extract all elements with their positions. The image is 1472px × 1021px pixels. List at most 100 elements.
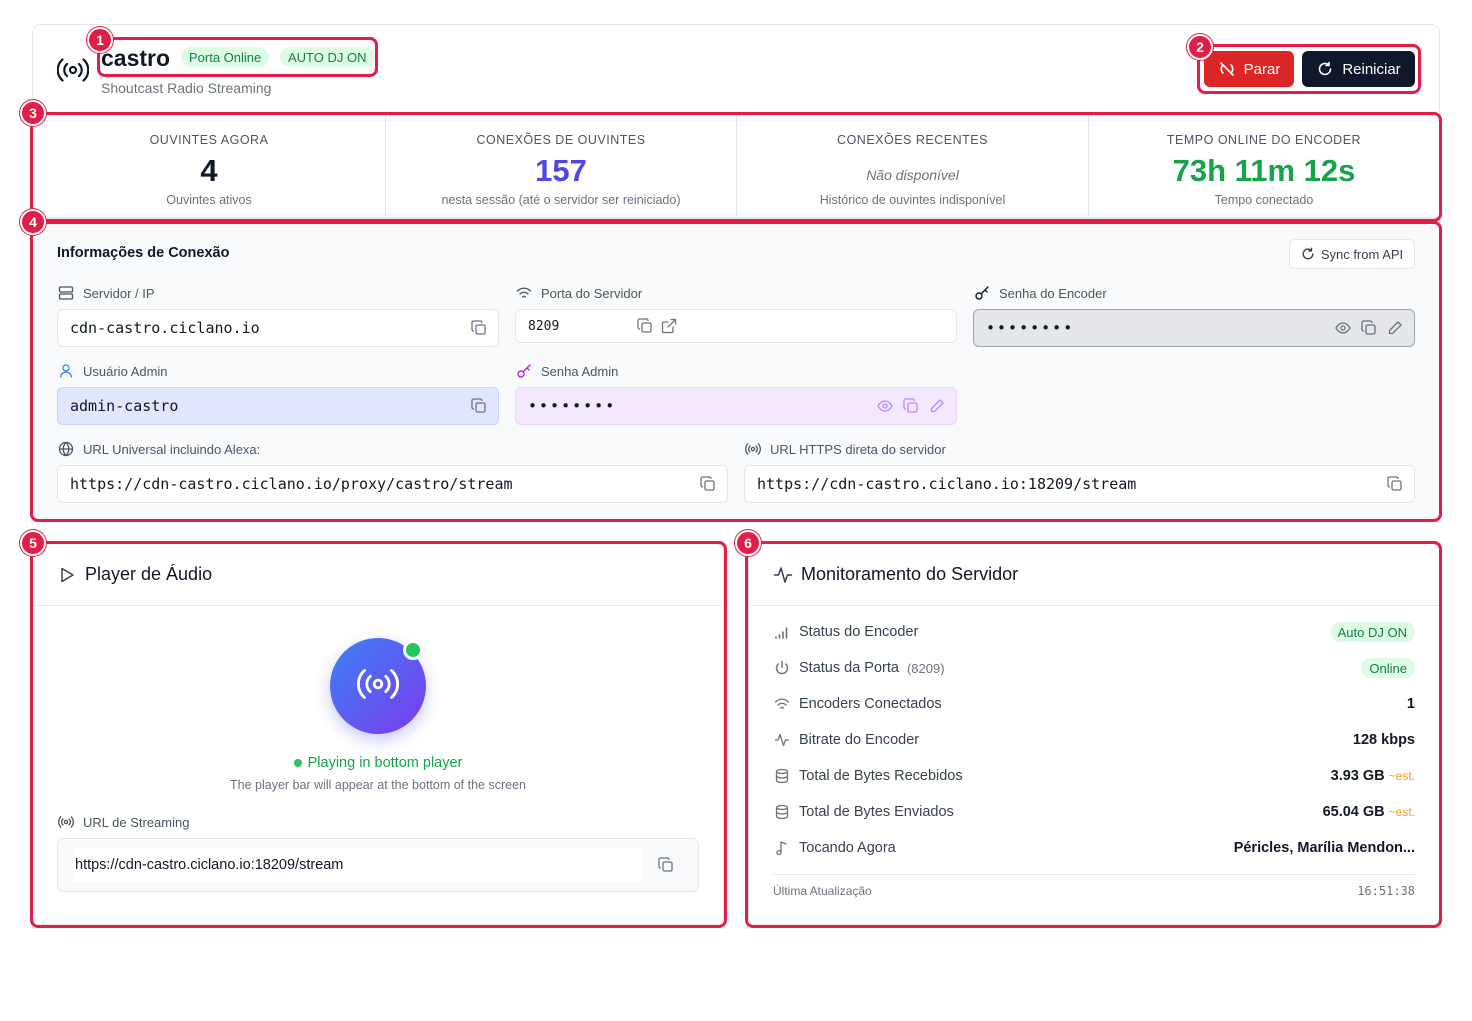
admin-user-label: Usuário Admin — [57, 362, 168, 380]
monitor-footer-divider — [773, 874, 1415, 875]
page-title: castro — [101, 45, 171, 71]
annotation-marker-1: 1 — [87, 27, 113, 53]
stats-row: OUVINTES AGORA 4 Ouvintes ativos CONEXÕE… — [32, 114, 1440, 219]
sync-label: Sync from API — [1320, 246, 1404, 262]
annotation-marker-4: 4 — [20, 209, 46, 235]
player-hint: The player bar will appear at the bottom… — [230, 778, 526, 792]
copy-icon[interactable] — [699, 475, 717, 493]
stream-url-input[interactable]: https://cdn-castro.ciclano.io:18209/stre… — [73, 848, 641, 882]
stat-listeners-now: OUVINTES AGORA 4 Ouvintes ativos — [33, 115, 386, 219]
copy-icon[interactable] — [902, 397, 920, 415]
monitor-row-encoder-status: Status do Encoder Auto DJ ON — [773, 620, 1415, 644]
stat-label: CONEXÕES RECENTES — [837, 133, 988, 147]
broadcast-icon — [57, 813, 75, 831]
admin-user-field[interactable]: admin-castro — [57, 387, 499, 425]
annotation-marker-5: 5 — [20, 530, 46, 556]
activity-icon — [773, 731, 791, 749]
player-status-text: Playing in bottom player — [307, 755, 463, 771]
stream-url-value: https://cdn-castro.ciclano.io:18209/stre… — [75, 857, 344, 873]
encoder-pw-value: •••••••• — [986, 319, 1075, 337]
port-online-badge: Porta Online — [181, 47, 270, 67]
annotation-marker-2: 2 — [1187, 34, 1213, 60]
monitor-row-bitrate: Bitrate do Encoder 128 kbps — [773, 728, 1415, 752]
restart-label: Reiniciar — [1342, 60, 1401, 78]
copy-icon[interactable] — [1386, 475, 1404, 493]
player-status: Playing in bottom player — [33, 755, 723, 771]
encoder-pw-field[interactable]: •••••••• — [973, 309, 1415, 347]
encoder-pw-label: Senha do Encoder — [973, 284, 1107, 302]
monitor-title: Monitoramento do Servidor — [801, 564, 1019, 584]
port-label: Porta do Servidor — [515, 284, 642, 302]
monitor-card — [748, 543, 1440, 925]
wifi-icon — [773, 695, 791, 713]
broadcast-off-icon — [1218, 60, 1236, 78]
copy-icon[interactable] — [470, 397, 488, 415]
eye-icon[interactable] — [1334, 319, 1352, 337]
refresh-icon — [1316, 60, 1334, 78]
annotation-marker-3: 3 — [20, 100, 46, 126]
server-label: Servidor / IP — [57, 284, 155, 302]
live-dot — [403, 640, 423, 660]
universal-url-label-text: URL Universal incluindo Alexa: — [83, 441, 261, 457]
stat-label: TEMPO ONLINE DO ENCODER — [1166, 133, 1362, 147]
connection-title: Informações de Conexão — [57, 245, 230, 261]
port-field[interactable]: 8209 — [515, 309, 957, 343]
port-value: 8209 — [528, 318, 560, 334]
auto-dj-badge: Auto DJ ON — [1329, 622, 1415, 642]
copy-icon[interactable] — [470, 319, 488, 337]
key-icon — [515, 362, 533, 380]
pencil-icon[interactable] — [928, 397, 946, 415]
annotation-marker-6: 6 — [735, 530, 761, 556]
page-subtitle: Shoutcast Radio Streaming — [101, 80, 272, 96]
stat-value: Não disponível — [866, 167, 959, 183]
monitor-row-bytes-received: Total de Bytes Recebidos 3.93 GB ~est. — [773, 764, 1415, 788]
https-url-label-text: URL HTTPS direta do servidor — [770, 441, 946, 457]
restart-button[interactable]: Reiniciar — [1302, 51, 1415, 87]
row-value: 65.04 GB — [1322, 804, 1385, 820]
row-label: Total de Bytes Recebidos — [799, 768, 963, 784]
refresh-icon — [1301, 247, 1315, 261]
stat-value: 157 — [535, 153, 587, 188]
broadcast-icon — [56, 56, 90, 84]
stop-button[interactable]: Parar — [1204, 51, 1294, 87]
eye-icon[interactable] — [876, 397, 894, 415]
copy-icon[interactable] — [1360, 319, 1378, 337]
sync-button[interactable]: Sync from API — [1289, 239, 1415, 269]
server-field[interactable]: cdn-castro.ciclano.io — [57, 309, 499, 347]
admin-pw-field[interactable]: •••••••• — [515, 387, 957, 425]
admin-user-label-text: Usuário Admin — [83, 363, 168, 379]
row-label: Encoders Conectados — [799, 696, 942, 712]
monitor-row-encoders: Encoders Conectados 1 — [773, 692, 1415, 716]
pencil-icon[interactable] — [1386, 319, 1404, 337]
copy-icon[interactable] — [636, 317, 654, 335]
admin-pw-value: •••••••• — [528, 397, 617, 415]
admin-pw-label-text: Senha Admin — [541, 363, 619, 379]
globe-icon — [57, 440, 75, 458]
estimate-note: ~est. — [1388, 769, 1415, 783]
copy-icon[interactable] — [657, 856, 675, 874]
monitor-row-bytes-sent: Total de Bytes Enviados 65.04 GB ~est. — [773, 800, 1415, 824]
row-label: Bitrate do Encoder — [799, 732, 920, 748]
activity-icon — [773, 565, 793, 585]
wifi-icon — [515, 284, 533, 302]
user-icon — [57, 362, 75, 380]
stat-sub: Histórico de ouvintes indisponível — [819, 193, 1006, 207]
monitor-row-now-playing: Tocando Agora Péricles, Marília Mendon..… — [773, 836, 1415, 860]
external-link-icon[interactable] — [660, 317, 678, 335]
universal-url-field[interactable]: https://cdn-castro.ciclano.io/proxy/cast… — [57, 465, 728, 503]
power-icon — [773, 659, 791, 677]
https-url-field[interactable]: https://cdn-castro.ciclano.io:18209/stre… — [744, 465, 1415, 503]
database-icon — [773, 803, 791, 821]
database-icon — [773, 767, 791, 785]
row-value: 128 kbps — [1352, 732, 1415, 748]
stop-label: Parar — [1243, 60, 1281, 78]
stat-recent-connections: CONEXÕES RECENTES Não disponível Históri… — [737, 115, 1089, 219]
key-icon — [973, 284, 991, 302]
stat-sub: Tempo conectado — [1214, 193, 1314, 207]
monitor-row-port-status: Status da Porta (8209) Online — [773, 656, 1415, 680]
row-label: Status da Porta — [799, 660, 899, 676]
admin-user-value: admin-castro — [70, 397, 179, 415]
play-icon — [58, 566, 76, 584]
monitor-header-divider — [749, 605, 1439, 606]
row-value: 3.93 GB — [1330, 768, 1385, 784]
